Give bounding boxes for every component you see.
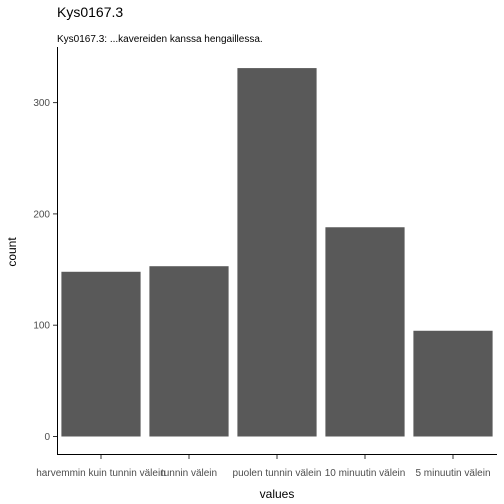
y-axis-ticks: 0 100 200 300 — [33, 98, 57, 443]
y-tick-label: 200 — [33, 209, 50, 220]
bars-group — [61, 68, 493, 437]
x-tick-label: puolen tunnin välein — [233, 468, 322, 479]
bar-2 — [149, 266, 229, 437]
y-tick-label: 100 — [33, 321, 50, 332]
bar-1 — [61, 271, 141, 437]
y-axis-title: count — [5, 237, 19, 267]
bar-4 — [325, 227, 405, 437]
chart-title: Kys0167.3 — [57, 4, 123, 20]
chart-subtitle: Kys0167.3: ...kavereiden kanssa hengaill… — [57, 34, 263, 45]
x-tick-label: 5 minuutin välein — [415, 468, 490, 479]
bar-5 — [413, 330, 493, 437]
x-tick-label: harvemmin kuin tunnin välein — [36, 468, 166, 479]
y-tick-label: 300 — [33, 98, 50, 109]
y-tick-label: 0 — [44, 432, 50, 443]
x-tick-label: 10 minuutin välein — [325, 468, 406, 479]
x-tick-label: tunnin välein — [161, 468, 217, 479]
bar-3 — [237, 68, 317, 437]
x-axis-title: values — [260, 487, 295, 501]
